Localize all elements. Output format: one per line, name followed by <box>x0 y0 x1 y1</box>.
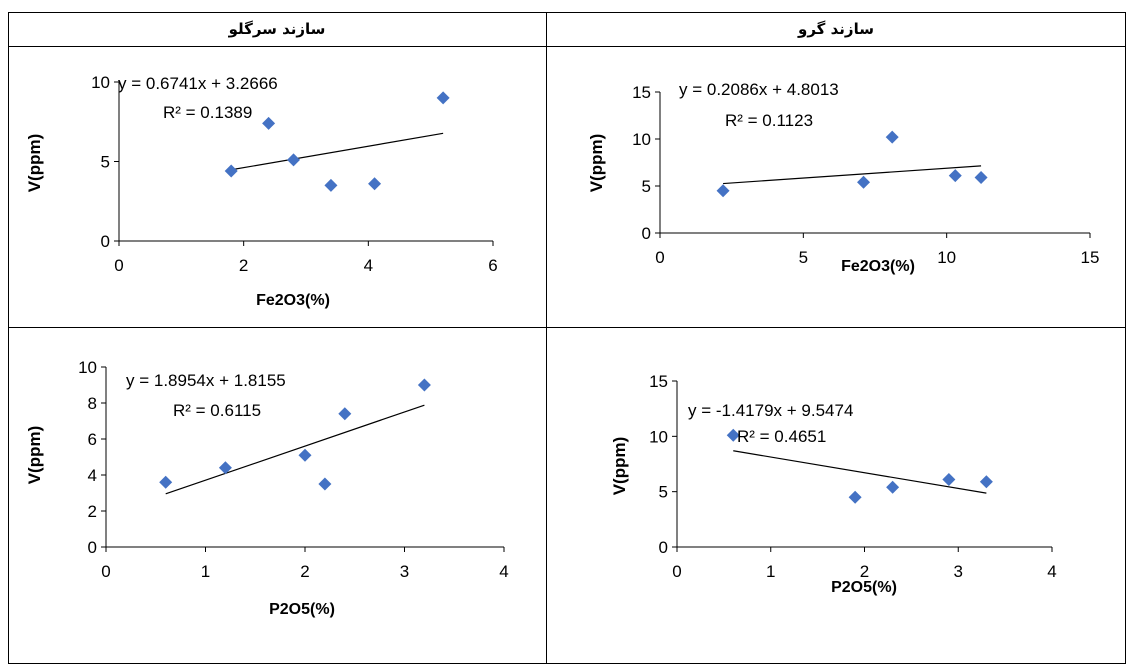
data-point <box>942 472 956 486</box>
trendline-equation: y = -1.4179x + 9.5474 <box>688 401 853 420</box>
chart-top-right: 0 5 10 15 0 5 10 15 y = 0.2086x + 4.8013 R² = 0.1… <box>587 80 1099 275</box>
data-point <box>287 153 301 167</box>
chart-bottom-left: 0 2 4 6 8 10 0 1 2 3 4 y = 1.8954x + 1.8155 R² = 0.6… <box>25 358 509 618</box>
x-tick-label: 1 <box>766 562 775 581</box>
table-border-header <box>8 46 1126 47</box>
x-tick-label: 0 <box>114 256 123 275</box>
data-point <box>368 177 382 191</box>
x-axis-title: Fe2O3(%) <box>841 258 915 275</box>
data-point <box>318 477 332 491</box>
y-tick-label: 0 <box>642 224 651 243</box>
y-tick-label: 10 <box>632 130 651 149</box>
trendline-equation: y = 1.8954x + 1.8155 <box>126 371 286 390</box>
x-tick-label: 15 <box>1081 248 1100 267</box>
trendline-equation: y = 0.6741x + 3.2666 <box>118 74 278 93</box>
data-point <box>159 475 173 489</box>
y-tick-label: 15 <box>632 83 651 102</box>
trendline <box>723 165 982 185</box>
table-border-left <box>8 12 9 664</box>
x-tick-label: 3 <box>400 562 409 581</box>
y-tick-label: 0 <box>101 232 110 251</box>
data-point <box>979 475 993 489</box>
trendline <box>733 450 987 494</box>
header-left-formation: سازند سرگلو <box>228 20 326 38</box>
x-tick-label: 0 <box>655 248 664 267</box>
x-tick-label: 0 <box>672 562 681 581</box>
table-border-right <box>1125 12 1126 664</box>
x-tick-label: 0 <box>101 562 110 581</box>
data-point <box>848 490 862 504</box>
y-axis-title: V(ppm) <box>587 134 606 193</box>
y-tick-label: 2 <box>88 502 97 521</box>
y-tick-label: 10 <box>649 427 668 446</box>
data-point <box>948 169 962 183</box>
trendline <box>165 404 425 495</box>
y-tick-label: 0 <box>88 538 97 557</box>
data-point <box>262 116 276 130</box>
header-right-formation: سازند گرو <box>798 20 874 38</box>
data-point <box>885 130 899 144</box>
x-tick-label: 10 <box>937 248 956 267</box>
y-tick-label: 5 <box>101 153 110 172</box>
data-point <box>716 184 730 198</box>
data-point <box>338 407 352 421</box>
trendline-equation: y = 0.2086x + 4.8013 <box>679 80 839 99</box>
x-axis-title: P2O5(%) <box>831 579 897 596</box>
y-tick-label: 10 <box>91 73 110 92</box>
x-axis-title: P2O5(%) <box>269 601 335 618</box>
y-tick-label: 8 <box>88 394 97 413</box>
y-axis-title: V(ppm) <box>25 134 44 193</box>
r-squared-label: R² = 0.1389 <box>163 103 252 122</box>
y-tick-label: 4 <box>88 466 97 485</box>
data-point <box>417 378 431 392</box>
r-squared-label: R² = 0.1123 <box>725 111 813 130</box>
x-tick-label: 4 <box>1047 562 1056 581</box>
data-point <box>224 164 238 178</box>
table-border-top <box>8 12 1126 13</box>
y-axis-title: V(ppm) <box>25 426 44 485</box>
y-tick-label: 10 <box>78 358 97 377</box>
r-squared-label: R² = 0.4651 <box>737 427 826 446</box>
data-point <box>974 171 988 185</box>
y-tick-label: 6 <box>88 430 97 449</box>
data-point <box>324 178 338 192</box>
x-tick-label: 1 <box>201 562 210 581</box>
y-tick-label: 5 <box>659 483 668 502</box>
x-tick-label: 6 <box>488 256 497 275</box>
chart-top-left: 0 5 10 0 2 4 6 y = 0.6741x + 3.2666 R² = 0.1389 F… <box>25 73 498 309</box>
trendline <box>231 132 444 171</box>
data-point <box>857 175 871 189</box>
x-tick-label: 3 <box>954 562 963 581</box>
data-point <box>886 480 900 494</box>
x-tick-label: 4 <box>364 256 373 275</box>
chart-bottom-right: 0 5 10 15 0 1 2 3 4 y = -1.4179x + 9.5474 R² = 0.4… <box>610 372 1057 596</box>
x-tick-label: 5 <box>799 248 808 267</box>
table-border-bottom <box>8 663 1126 664</box>
y-tick-label: 15 <box>649 372 668 391</box>
data-point <box>726 428 740 442</box>
x-axis-title: Fe2O3(%) <box>256 292 330 309</box>
table-border-center <box>546 12 547 664</box>
x-tick-label: 2 <box>300 562 309 581</box>
data-point <box>218 461 232 475</box>
data-point <box>436 91 450 105</box>
x-tick-label: 4 <box>499 562 508 581</box>
r-squared-label: R² = 0.6115 <box>173 401 261 420</box>
x-tick-label: 2 <box>239 256 248 275</box>
data-point <box>298 448 312 462</box>
x-tick-label: 2 <box>860 562 869 581</box>
y-tick-label: 5 <box>642 177 651 196</box>
y-tick-label: 0 <box>659 538 668 557</box>
y-axis-title: V(ppm) <box>610 437 629 496</box>
table-border-middle <box>8 327 1126 328</box>
